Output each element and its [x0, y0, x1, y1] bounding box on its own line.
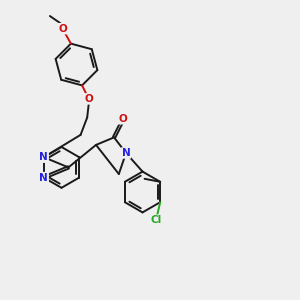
Text: O: O	[84, 94, 93, 104]
Text: N: N	[122, 148, 130, 158]
Text: O: O	[118, 114, 127, 124]
Text: N: N	[40, 152, 48, 162]
Text: N: N	[40, 172, 48, 183]
Text: Cl: Cl	[151, 215, 162, 225]
Text: O: O	[58, 24, 67, 34]
